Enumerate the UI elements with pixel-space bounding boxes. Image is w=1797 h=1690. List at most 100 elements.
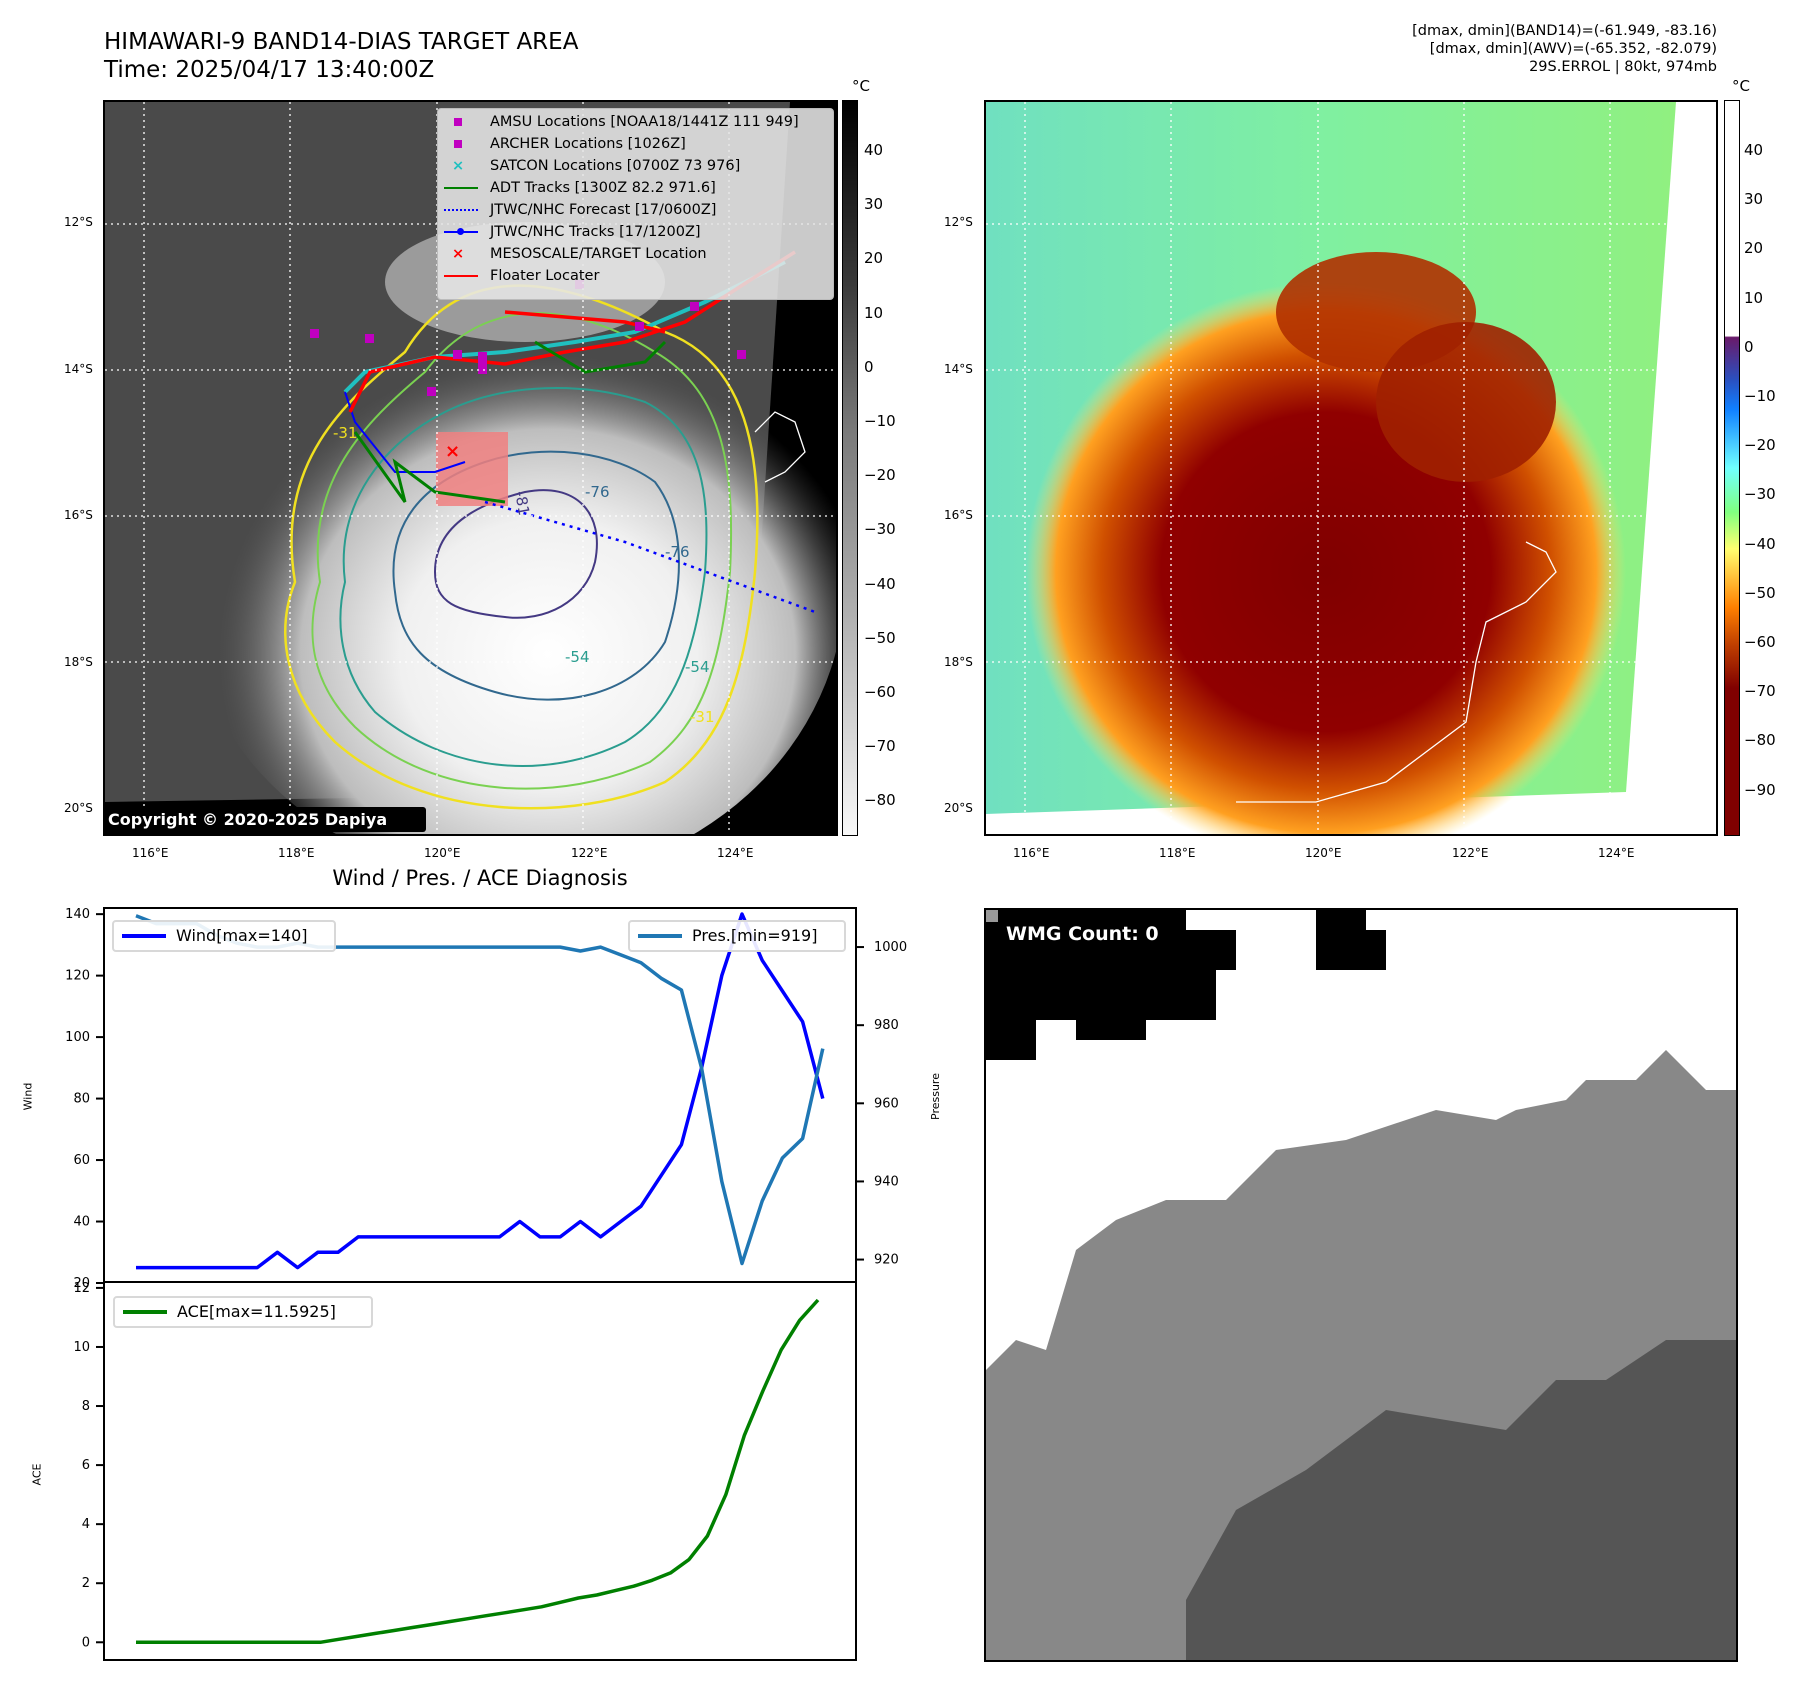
contour-label: -76: [585, 483, 610, 501]
lat-tick: 14°S: [64, 362, 93, 376]
colorbar-tick: −40: [864, 574, 896, 593]
plot-frame: [103, 907, 857, 1284]
wmg-image: [986, 910, 1736, 1660]
x-marker-icon: ×: [452, 246, 465, 262]
lat-tick: 18°S: [944, 655, 973, 669]
colorbar-tick: −40: [1744, 534, 1776, 553]
square-marker-icon: [454, 140, 462, 148]
y-tick-label: 8: [82, 1399, 90, 1414]
y-tick-label: 6: [82, 1458, 90, 1473]
figure-time: Time: 2025/04/17 13:40:00Z: [104, 57, 435, 83]
jtwc-track: [344, 391, 466, 473]
pressure-axis-label: Pressure: [928, 1073, 942, 1120]
colorbar-tick: 30: [864, 195, 884, 214]
ace-line-icon: [123, 1310, 167, 1314]
y-tick-label: 10: [73, 1340, 90, 1355]
lon-tick: 124°E: [1598, 846, 1635, 860]
colorbar-tick: −90: [1744, 780, 1776, 799]
wind-legend: Wind[max=140]: [112, 920, 336, 952]
square-marker-icon: [454, 118, 462, 126]
contour-label: -76: [665, 543, 690, 561]
contour-label: -31: [333, 424, 358, 442]
colorbar-tick: −20: [1744, 436, 1776, 455]
colorbar-tick: −80: [1744, 731, 1776, 750]
colorbar-tick: −70: [1744, 682, 1776, 701]
ir-map-panel: × -31 -54 -76 -81 -54 -31 -76 AMSU Locat…: [103, 100, 838, 836]
colorbar-tick: −30: [1744, 485, 1776, 504]
y-tick-label: 0: [82, 1635, 90, 1650]
lon-tick: 118°E: [278, 846, 315, 860]
x-marker-icon: ×: [452, 158, 465, 174]
colorbar-tick: −60: [864, 683, 896, 701]
contour-label: -31: [690, 708, 715, 726]
plot-frame: [103, 1281, 857, 1661]
band14-range: [dmax, dmin](BAND14)=(-61.949, -83.16): [1412, 23, 1717, 39]
y-tick-label: 140: [65, 907, 90, 922]
lon-tick: 124°E: [717, 846, 754, 860]
y-tick-label: 80: [73, 1092, 90, 1107]
lat-tick: 12°S: [64, 215, 93, 229]
lon-tick: 120°E: [424, 846, 461, 860]
lat-tick: 12°S: [944, 215, 973, 229]
awv-map-image: [986, 102, 1716, 834]
y2-tick-label: 920: [874, 1253, 899, 1268]
y-tick-label: 60: [73, 1153, 90, 1168]
copyright-label: Copyright © 2020-2025 Dapiya: [104, 807, 426, 832]
lat-tick: 20°S: [944, 801, 973, 815]
ace-series-line: [136, 1298, 820, 1645]
colorbar-tick: −50: [1744, 583, 1776, 602]
colorbar-unit: °C: [1732, 77, 1750, 95]
ace-legend: ACE[max=11.5925]: [113, 1296, 373, 1328]
awv-map-panel: [984, 100, 1718, 836]
colorbar-tick: 40: [1744, 141, 1764, 159]
storm-info-block: [dmax, dmin](BAND14)=(-61.949, -83.16) […: [1412, 22, 1717, 76]
y-tick-label: 4: [82, 1517, 90, 1532]
contour-label: -81: [511, 490, 533, 517]
colorbar-tick: 30: [1744, 190, 1764, 209]
adt-track: [353, 431, 506, 504]
colorbar-tick: 40: [864, 141, 884, 159]
wind-line-icon: [122, 934, 166, 938]
lat-tick: 14°S: [944, 362, 973, 376]
y-tick-label: 100: [65, 1030, 90, 1045]
lon-tick: 122°E: [1452, 846, 1489, 860]
ace-axis-label: ACE: [30, 1463, 44, 1486]
wind-series-line: [136, 912, 825, 1270]
awv-colorbar: [1724, 100, 1740, 836]
dotted-line-icon: [444, 209, 478, 211]
line-marker-icon: [444, 275, 478, 277]
forecast-track: [484, 500, 816, 614]
colorbar-unit: °C: [852, 77, 870, 95]
map-legend: AMSU Locations [NOAA18/1441Z 111 949] AR…: [437, 108, 834, 300]
lat-tick: 16°S: [64, 508, 93, 522]
wind-pressure-chart: 140 120 100 80 60 40 20 1000 980 960 940 920: [65, 907, 907, 1290]
wmg-panel: [984, 908, 1738, 1662]
colorbar-tick: 0: [864, 357, 874, 376]
figure-title-block: HIMAWARI-9 BAND14-DIAS TARGET AREA Time:…: [104, 28, 578, 84]
storm-summary: 29S.ERROL | 80kt, 974mb: [1529, 59, 1717, 75]
coastline: [1236, 541, 1557, 803]
ace-chart: 12 10 8 6 4 2 0: [73, 1281, 857, 1661]
map-gridlines: [986, 102, 1716, 834]
colorbar-tick: −20: [864, 466, 896, 485]
y-tick-label: 120: [65, 969, 90, 984]
lat-tick: 20°S: [64, 801, 93, 815]
lat-tick: 18°S: [64, 655, 93, 669]
y-tick-label: 2: [82, 1576, 90, 1591]
y-tick-label: 12: [73, 1281, 90, 1296]
colorbar-tick: 10: [1744, 288, 1764, 307]
contour-label: -54: [565, 648, 590, 666]
y2-tick-label: 960: [874, 1096, 899, 1111]
pressure-line-icon: [638, 934, 682, 938]
gray-colorbar: [842, 100, 858, 836]
y2-tick-label: 1000: [874, 940, 907, 955]
lon-tick: 118°E: [1159, 846, 1196, 860]
lon-tick: 120°E: [1305, 846, 1342, 860]
line-marker-icon: [444, 187, 478, 189]
colorbar-tick: 20: [1744, 239, 1764, 258]
lon-tick: 116°E: [1013, 846, 1050, 860]
colorbar-tick: −80: [864, 791, 896, 810]
y2-tick-label: 940: [874, 1174, 899, 1189]
wind-axis-label: Wind: [21, 1082, 35, 1111]
y2-tick-label: 980: [874, 1018, 899, 1033]
